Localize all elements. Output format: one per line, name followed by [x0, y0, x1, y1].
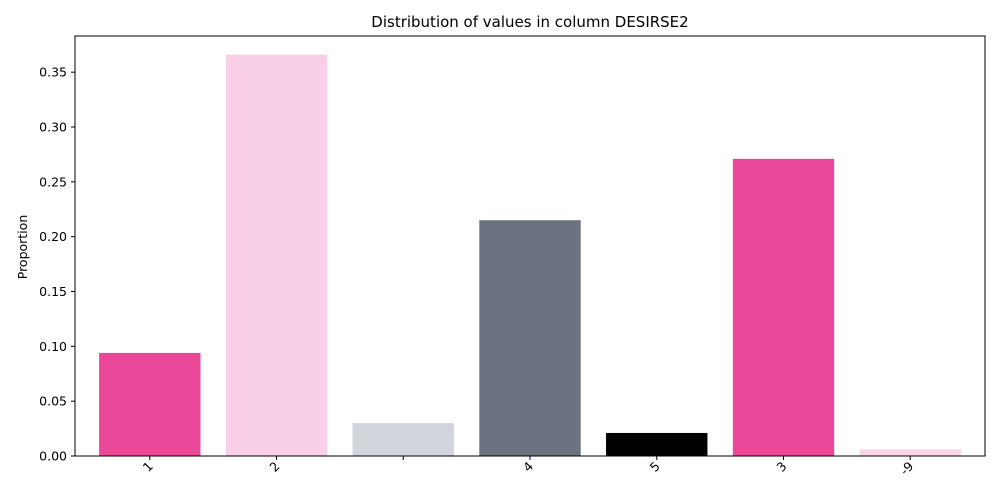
x-tick-label-5: 3: [773, 459, 789, 475]
y-tick-label-4: 0.20: [39, 229, 67, 244]
y-axis-label: Proportion: [15, 215, 30, 280]
bar-0: [99, 352, 201, 456]
chart-title: Distribution of values in column DESIRSE…: [371, 13, 688, 31]
y-tick-label-2: 0.10: [39, 339, 67, 354]
plot-frame: [74, 35, 986, 457]
y-tick-label-6: 0.30: [39, 120, 67, 135]
x-tick-label-3: 4: [520, 458, 536, 474]
x-tick-label-6: -9: [897, 458, 916, 477]
bars-group: [99, 54, 961, 457]
y-tick-label-7: 0.35: [39, 65, 67, 80]
y-ticks-group: 0.00 0.05 0.10 0.15 0.20 0.25 0.30 0.35: [39, 65, 75, 464]
bar-6: [859, 449, 961, 456]
y-tick-label-1: 0.05: [39, 394, 67, 409]
bar-2: [352, 423, 454, 456]
bar-3: [479, 220, 581, 456]
bar-5: [732, 158, 835, 457]
bar-4: [606, 432, 708, 456]
x-tick-label-0: 1: [140, 459, 156, 475]
bar-1: [225, 54, 328, 456]
x-tick-label-1: 2: [266, 459, 282, 475]
x-tick-label-4: 5: [647, 459, 663, 475]
x-ticks-group: 1 2 4 5 3 -9: [140, 456, 916, 478]
y-tick-label-3: 0.15: [39, 284, 67, 299]
y-tick-label-5: 0.25: [39, 174, 67, 189]
y-tick-label-0: 0.00: [39, 449, 67, 464]
